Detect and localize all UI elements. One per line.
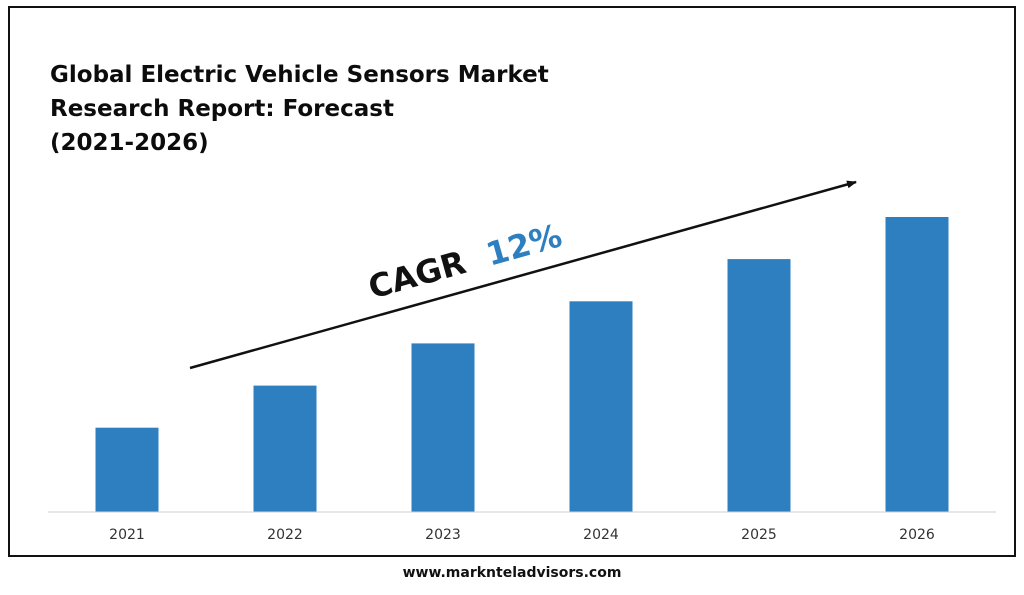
cagr-prefix: CAGR <box>364 243 470 306</box>
footer-url: www.marknteladvisors.com <box>402 565 622 581</box>
bar-2026 <box>885 217 949 512</box>
x-axis-tick-labels: 2021 2022 2023 2024 2025 2026 <box>109 527 935 543</box>
chart-frame <box>8 6 1016 590</box>
tick-label-2023: 2023 <box>425 527 461 543</box>
tick-label-2021: 2021 <box>109 527 145 543</box>
title-line-1: Global Electric Vehicle Sensors Market <box>50 62 549 88</box>
bar-2024 <box>569 301 633 512</box>
title-line-2: Research Report: Forecast <box>50 96 394 122</box>
chart-title: Global Electric Vehicle Sensors Market R… <box>50 58 610 160</box>
cagr-annotation: CAGR 12% <box>364 216 566 306</box>
title-line-3: (2021-2026) <box>50 130 209 156</box>
bar-2025 <box>727 259 791 512</box>
cagr-trend-arrow <box>189 180 857 370</box>
cagr-value: 12% <box>482 216 566 273</box>
tick-label-2024: 2024 <box>583 527 619 543</box>
bar-series <box>95 217 949 512</box>
bar-2023 <box>411 343 475 512</box>
bar-2022 <box>253 385 317 512</box>
tick-label-2022: 2022 <box>267 527 303 543</box>
footer: www.marknteladvisors.com <box>8 555 1016 590</box>
tick-label-2026: 2026 <box>899 527 935 543</box>
svg-text:CAGR 12%: CAGR 12% <box>364 216 566 306</box>
bar-2021 <box>95 427 159 512</box>
tick-label-2025: 2025 <box>741 527 777 543</box>
